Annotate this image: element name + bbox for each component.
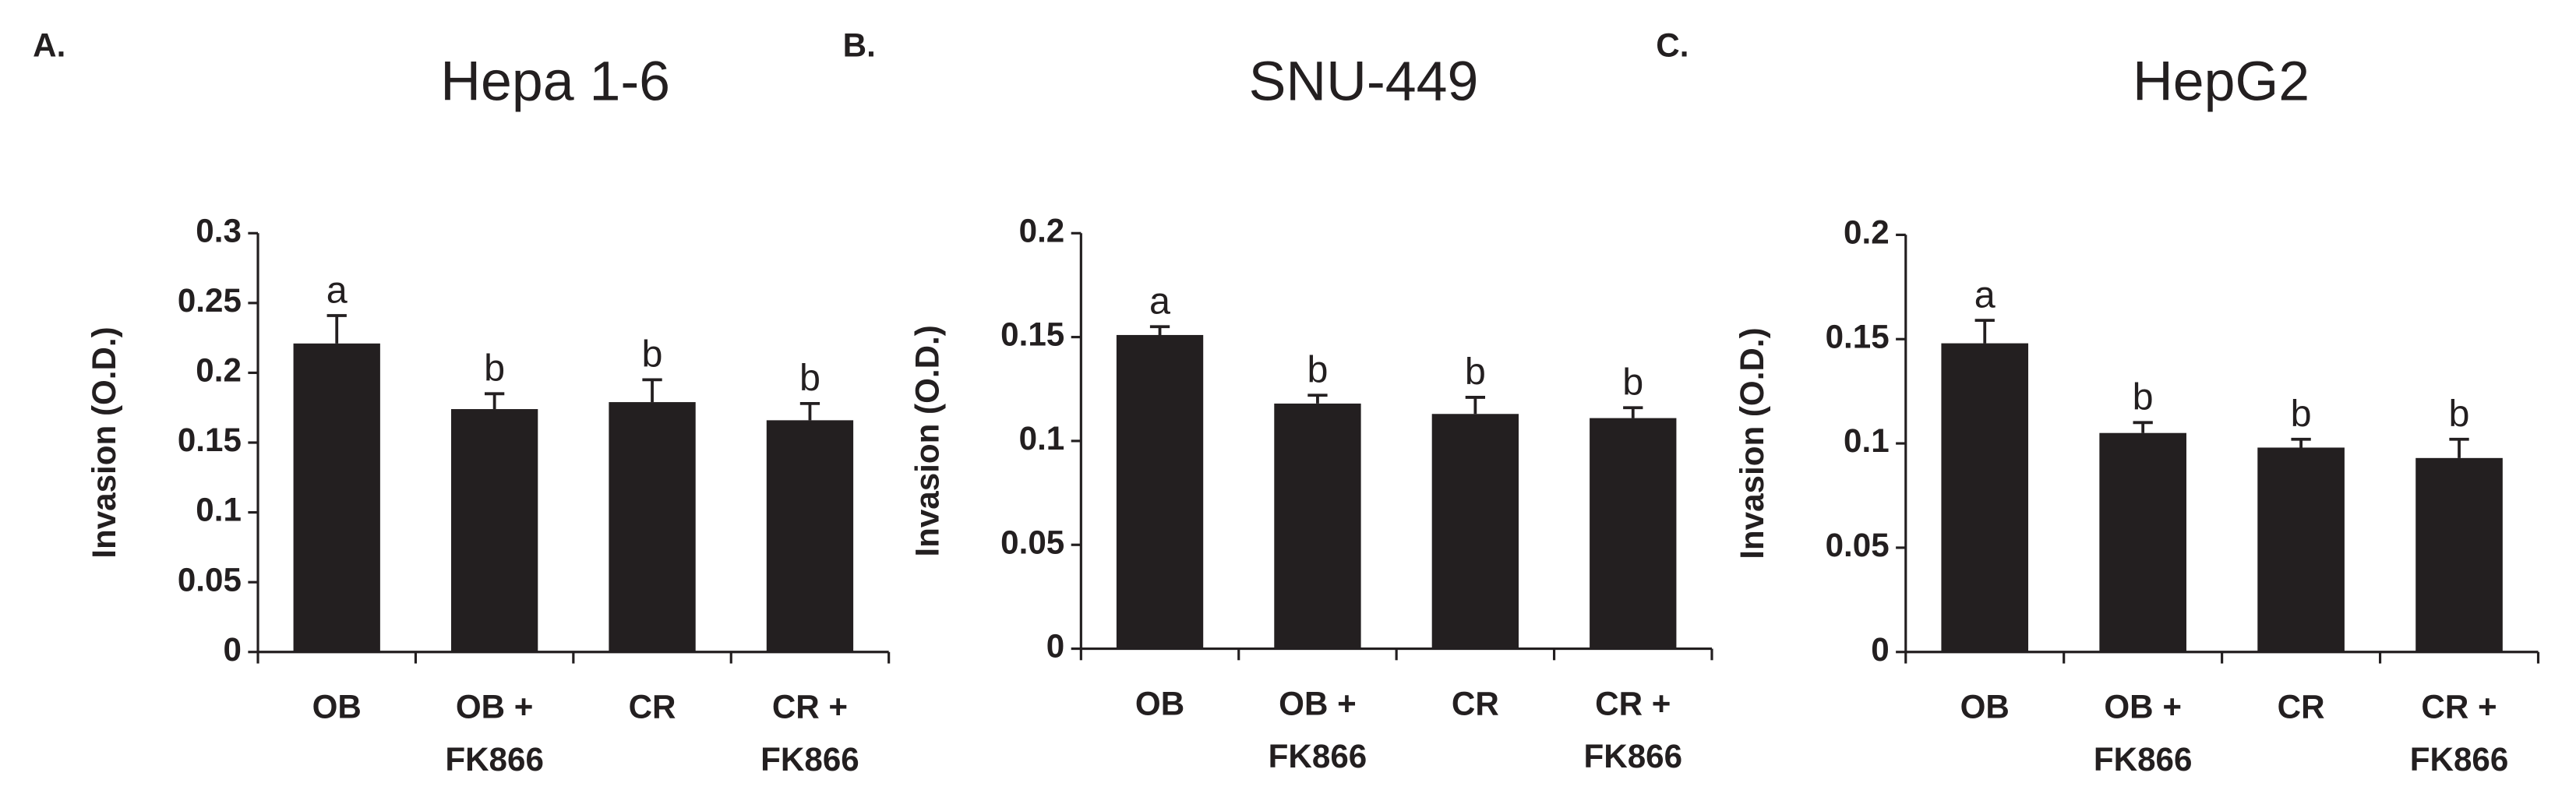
annotation: a — [1974, 273, 1996, 316]
y-axis-label: Invasion (O.D.) — [86, 326, 122, 558]
y-tick-label: 0.3 — [196, 212, 242, 249]
error-bar — [1974, 319, 1995, 344]
annotation: b — [484, 348, 505, 390]
annotation: a — [1149, 281, 1170, 323]
error-bar — [484, 392, 505, 410]
y-tick-label: 0.2 — [1019, 212, 1065, 249]
x-tick-label: OB — [312, 689, 362, 725]
x-tick-label: FK866 — [2410, 741, 2509, 778]
annotation: b — [799, 357, 820, 399]
x-tick-label: FK866 — [1583, 738, 1682, 774]
error-bar — [1149, 325, 1170, 335]
y-tick-label: 0.2 — [196, 352, 242, 389]
y-axis-label: Invasion (O.D.) — [1734, 327, 1770, 559]
error-bar — [2449, 437, 2469, 458]
annotation: b — [1622, 362, 1643, 404]
panel-label: C. — [1656, 26, 1689, 63]
x-tick-label: CR + — [2421, 689, 2497, 725]
x-tick-label: CR — [629, 689, 676, 725]
x-tick-label: OB + — [1279, 685, 1357, 722]
x-tick-label: OB + — [2104, 689, 2182, 725]
bar — [609, 402, 696, 652]
x-tick-label: OB — [1135, 685, 1184, 722]
y-tick-label: 0.2 — [1844, 214, 1890, 251]
y-tick-label: 0.15 — [178, 422, 242, 458]
y-tick-label: 0.15 — [1826, 318, 1890, 355]
annotation: b — [2133, 376, 2154, 418]
y-tick-label: 0.1 — [1844, 422, 1890, 459]
annotation: a — [326, 269, 348, 311]
chart-title: Hepa 1-6 — [440, 51, 670, 113]
panel-label: B. — [843, 26, 876, 63]
annotation: b — [2449, 393, 2470, 435]
bar — [2099, 432, 2186, 652]
error-bar — [326, 314, 347, 344]
y-tick-label: 0.05 — [1826, 527, 1890, 563]
y-tick-label: 0.25 — [178, 282, 242, 319]
x-tick-label: FK866 — [445, 741, 544, 778]
x-tick-label: CR — [1452, 685, 1499, 722]
bar — [1590, 418, 1677, 649]
x-tick-label: OB + — [456, 689, 534, 725]
bar — [1431, 414, 1519, 649]
y-tick-label: 0.1 — [1019, 420, 1065, 457]
chart-title: HepG2 — [2133, 51, 2310, 113]
annotation: b — [642, 333, 663, 376]
annotation: b — [2291, 393, 2312, 435]
bar — [1116, 334, 1204, 649]
bar — [1941, 343, 2029, 652]
chart-title: SNU-449 — [1249, 51, 1479, 113]
x-tick-label: CR + — [1595, 685, 1671, 722]
x-tick-label: FK866 — [1269, 738, 1367, 774]
error-bar — [1623, 406, 1643, 418]
bar — [766, 420, 854, 652]
y-tick-label: 0.05 — [1000, 524, 1064, 560]
bar — [1274, 403, 1361, 649]
error-bar — [2291, 437, 2311, 448]
bar — [2415, 457, 2503, 652]
error-bar — [2133, 421, 2153, 433]
y-tick-label: 0.05 — [178, 561, 242, 598]
annotation: b — [1465, 351, 1486, 393]
x-tick-label: CR — [2278, 689, 2325, 725]
error-bar — [1465, 396, 1486, 415]
y-tick-label: 0 — [223, 631, 241, 668]
y-tick-label: 0 — [1871, 631, 1889, 668]
x-tick-label: OB — [1960, 689, 2010, 725]
x-tick-label: FK866 — [760, 741, 859, 778]
x-tick-label: FK866 — [2094, 741, 2193, 778]
error-bar — [1307, 393, 1328, 404]
bar — [293, 343, 380, 652]
bar — [2257, 447, 2345, 652]
annotation: b — [1307, 349, 1328, 391]
bar — [450, 409, 538, 652]
y-tick-label: 0 — [1046, 628, 1064, 665]
y-axis-label: Invasion (O.D.) — [909, 325, 946, 556]
y-tick-label: 0.15 — [1000, 316, 1064, 353]
error-bar — [799, 401, 820, 421]
panel-label: A. — [33, 26, 65, 63]
error-bar — [642, 378, 662, 403]
x-tick-label: CR + — [772, 689, 848, 725]
y-tick-label: 0.1 — [196, 492, 242, 528]
